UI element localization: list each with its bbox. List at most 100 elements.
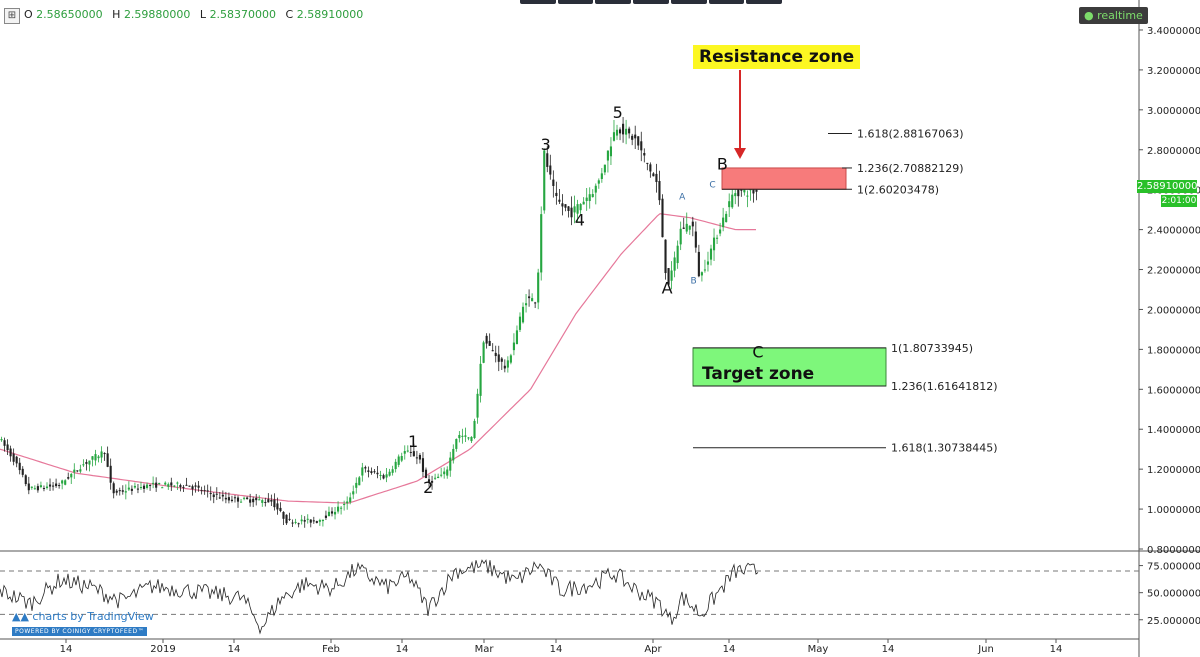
time-tick-label: Feb [322, 644, 340, 655]
candle-body [640, 141, 643, 151]
candle [573, 195, 576, 224]
candle-body [88, 460, 91, 465]
candle-body [224, 497, 227, 500]
candle [18, 458, 21, 475]
candle [618, 127, 622, 141]
candle-body [252, 498, 255, 503]
tradingview-watermark[interactable]: ▲▲ charts by TradingView [12, 610, 154, 623]
candle [373, 469, 376, 474]
candle [506, 356, 509, 373]
candle [291, 519, 294, 527]
candle-body [518, 316, 522, 330]
candle [561, 194, 564, 216]
price-tick-label: 1.40000000 [1147, 425, 1200, 436]
candle-body [212, 494, 215, 498]
candle [130, 485, 133, 495]
candle [585, 188, 588, 211]
candle [537, 268, 540, 310]
candle [415, 450, 418, 465]
candle-body [703, 269, 707, 271]
candle [249, 493, 252, 507]
candle [652, 172, 655, 177]
candle-body [48, 484, 52, 487]
candle [612, 119, 616, 142]
candle [233, 494, 237, 503]
candle [591, 189, 594, 198]
candle-body [233, 497, 237, 499]
candle [434, 473, 437, 480]
candle-body [694, 231, 697, 248]
time-tick-label: 14 [228, 644, 241, 655]
fib-level-label: 1.236(1.61641812) [891, 380, 998, 393]
candle-body [103, 453, 106, 455]
candle-body [588, 194, 591, 202]
candle [543, 148, 546, 214]
candle-body [494, 352, 497, 357]
candle-body [167, 484, 170, 487]
candle [637, 136, 640, 151]
candle [494, 345, 497, 363]
candle-body [18, 462, 21, 471]
candle-body [215, 493, 218, 495]
candle-body [91, 456, 94, 460]
candle [524, 293, 528, 313]
wave-label: 5 [613, 103, 623, 122]
candle-body [667, 268, 670, 285]
candle [443, 467, 446, 479]
candle [397, 454, 400, 468]
fib-level-label: 1.236(2.70882129) [857, 162, 964, 175]
candle-body [664, 239, 667, 274]
candle-body [312, 520, 315, 522]
candle-body [725, 213, 728, 223]
candle-body [573, 206, 576, 213]
candle-body [6, 444, 9, 451]
candle-body [288, 518, 291, 520]
candle [673, 251, 676, 278]
candle [230, 495, 234, 503]
series-menu-button[interactable]: ⊞ [4, 8, 20, 24]
candle-body [512, 342, 515, 351]
candle [27, 476, 30, 495]
candle-body [731, 194, 734, 208]
candle [440, 467, 443, 478]
candle-body [70, 473, 73, 478]
candle-body [397, 456, 400, 465]
time-axis[interactable]: 14 2019 14 Feb 14 Mar 14 Apr 14 May 14 Jun 14 [60, 639, 1063, 655]
candle-body [337, 506, 340, 512]
candle-body [94, 454, 97, 461]
candle [221, 490, 224, 502]
candle [546, 145, 549, 173]
candle [145, 482, 149, 490]
candle [155, 477, 158, 492]
candle-body [561, 203, 564, 207]
candle-body [649, 164, 652, 172]
realtime-button[interactable]: ● realtime [1079, 7, 1148, 24]
candle-body [479, 363, 482, 396]
candle [497, 345, 500, 372]
candle-body [709, 248, 713, 260]
candle-body [482, 342, 485, 363]
candle [309, 519, 312, 528]
rsi-line [0, 559, 759, 635]
candle [9, 445, 12, 462]
candle [194, 482, 197, 493]
candle-body [315, 521, 318, 523]
price-tick-label: 3.20000000 [1147, 66, 1200, 77]
candle [716, 234, 719, 244]
candle [564, 204, 567, 212]
candle [667, 267, 670, 286]
candle [39, 481, 42, 489]
wave-label: B [717, 155, 728, 174]
candle [355, 477, 358, 494]
target-zone-label: Target zone [702, 364, 815, 384]
candle [61, 479, 64, 490]
candle [552, 170, 555, 198]
candle-body [33, 488, 36, 490]
toolbar-tabs[interactable] [520, 0, 783, 4]
subwave-label: C [709, 181, 715, 191]
time-tick-label: Jun [977, 644, 994, 655]
